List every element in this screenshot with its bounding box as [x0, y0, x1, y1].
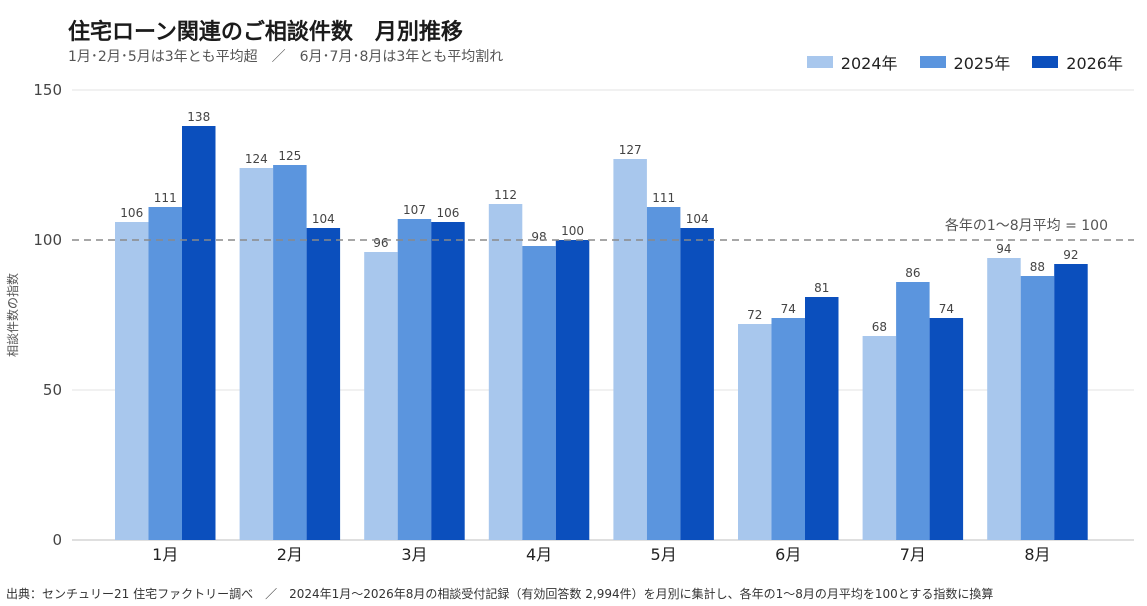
data-label-2024年-2月: 124: [245, 152, 268, 166]
bar-2025年-5月: [646, 207, 681, 540]
bar-2025年-4月: [522, 246, 556, 540]
bar-2024年-4月: [488, 204, 523, 540]
data-label-2024年-4月: 112: [494, 188, 517, 202]
bar-2024年-8月: [987, 258, 1021, 540]
legend-swatch-2026: [1032, 56, 1059, 68]
x-tick-label-8: 8月: [1024, 545, 1050, 564]
x-tick-label-3: 3月: [401, 545, 427, 564]
data-label-2026年-7月: 74: [939, 302, 954, 316]
legend-label-2026: 2026年: [1066, 54, 1123, 73]
legend-item-2026: 2026年: [1032, 50, 1123, 74]
y-tick-label-150: 150: [33, 81, 62, 99]
bar-2026年-6月: [805, 297, 839, 540]
data-label-2026年-8月: 92: [1063, 248, 1078, 262]
data-label-2025年-8月: 88: [1030, 260, 1045, 274]
x-tick-label-2: 2月: [277, 545, 303, 564]
reference-line-label: 各年の1～8月平均 = 100: [945, 218, 1108, 234]
bar-2025年-3月: [397, 219, 432, 540]
bar-2026年-4月: [555, 240, 590, 540]
data-label-2026年-2月: 104: [312, 212, 335, 226]
source-note: 出典：センチュリー21 住宅ファクトリー調べ ／ 2024年1月～2026年8月…: [6, 587, 994, 601]
bar-2025年-7月: [896, 282, 930, 540]
legend-label-2024: 2024年: [840, 54, 898, 73]
data-label-2025年-4月: 98: [531, 230, 546, 244]
data-label-2026年-1月: 138: [187, 110, 210, 124]
data-label-2025年-3月: 107: [403, 203, 426, 217]
data-label-2025年-6月: 74: [781, 302, 796, 316]
legend-item-2024: 2024年: [806, 50, 898, 74]
x-tick-label-1: 1月: [152, 545, 178, 564]
bar-2025年-2月: [273, 165, 307, 540]
bar-2026年-8月: [1054, 264, 1088, 540]
bar-2025年-6月: [771, 318, 805, 540]
data-label-2025年-7月: 86: [905, 266, 920, 280]
bar-2024年-6月: [738, 324, 772, 540]
data-label-2026年-5月: 104: [686, 212, 709, 226]
bar-2025年-1月: [148, 207, 182, 540]
data-label-2025年-5月: 111: [652, 191, 675, 205]
data-label-2024年-6月: 72: [747, 308, 762, 322]
data-label-2024年-3月: 96: [373, 236, 388, 250]
data-label-2024年-5月: 127: [619, 143, 642, 157]
chart-subtitle: 1月･2月･5月は3年とも平均超 ／ 6月･7月･8月は3年とも平均割れ: [68, 49, 504, 65]
data-label-2025年-2月: 125: [278, 149, 301, 163]
legend-swatch-2024: [806, 56, 833, 68]
y-tick-label-100: 100: [33, 231, 62, 249]
y-tick-label-0: 0: [52, 531, 62, 549]
data-label-2024年-1月: 106: [120, 206, 143, 220]
y-tick-label-50: 50: [43, 381, 62, 399]
data-label-2026年-6月: 81: [814, 281, 829, 295]
bar-2024年-7月: [862, 336, 897, 540]
chart-title: 住宅ローン関連のご相談件数 月別推移: [68, 20, 463, 45]
data-label-2024年-7月: 68: [872, 320, 887, 334]
bar-2026年-7月: [929, 318, 964, 540]
data-label-2026年-4月: 100: [561, 224, 584, 238]
data-label-2025年-1月: 111: [154, 191, 177, 205]
bar-2024年-3月: [364, 252, 398, 540]
bar-2026年-5月: [680, 228, 714, 540]
bar-2026年-3月: [431, 222, 465, 540]
legend-swatch-2025: [919, 56, 946, 68]
x-tick-label-4: 4月: [526, 545, 552, 564]
x-tick-label-7: 7月: [900, 545, 926, 564]
legend: 2024年 2025年 2026年: [806, 50, 1123, 74]
x-tick-label-5: 5月: [651, 545, 677, 564]
bar-2024年-5月: [613, 159, 647, 540]
data-label-2026年-3月: 106: [436, 206, 459, 220]
bar-2026年-2月: [306, 228, 341, 540]
bar-2026年-1月: [182, 126, 216, 540]
legend-item-2025: 2025年: [919, 50, 1011, 74]
bar-2025年-8月: [1020, 276, 1055, 540]
y-axis-label: 相談件数の指数: [5, 273, 20, 357]
x-tick-label-6: 6月: [775, 545, 801, 564]
legend-label-2025: 2025年: [953, 54, 1011, 73]
bar-2024年-2月: [239, 168, 274, 540]
data-label-2024年-8月: 94: [996, 242, 1011, 256]
bar-2024年-1月: [115, 222, 149, 540]
